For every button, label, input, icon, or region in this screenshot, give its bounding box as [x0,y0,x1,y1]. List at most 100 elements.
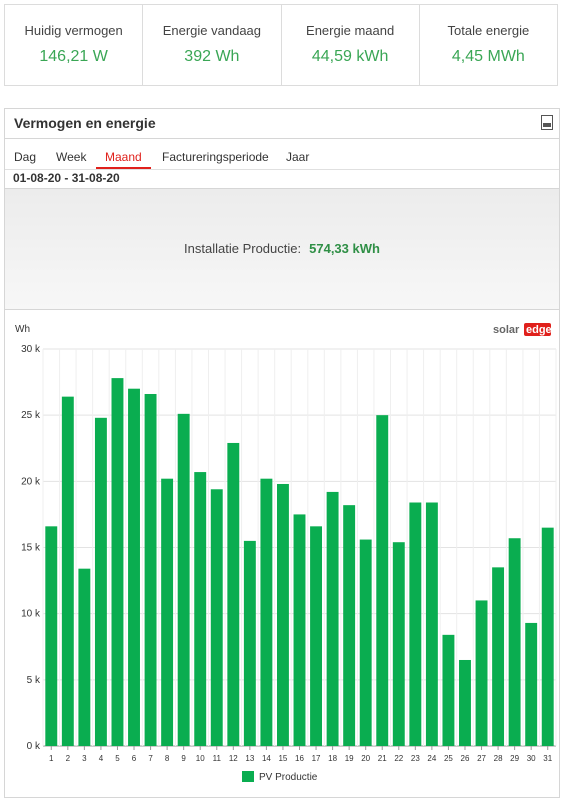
bar-day-3[interactable] [78,568,91,746]
x-tick-label: 6 [132,754,137,763]
bar-day-17[interactable] [310,526,323,746]
x-tick-label: 5 [115,754,120,763]
panel-title: Vermogen en energie [14,115,156,131]
kpi-total-energy: Totale energie 4,45 MWh [420,5,557,85]
bar-day-11[interactable] [210,489,223,746]
kpi-value: 4,45 MWh [451,48,525,65]
kpi-title: Huidig vermogen [24,23,123,38]
x-axis-ticks: 1 2 3 4 5 6 7 8 9 10 11 12 13 14 15 16 17 18 19 20 21 22 23 24 2… [49,746,553,763]
x-tick-label: 28 [494,754,503,763]
panel-header: Vermogen en energie [5,109,559,139]
bar-day-4[interactable] [94,417,107,746]
x-tick-label: 11 [213,754,222,763]
bar-day-22[interactable] [392,542,405,746]
x-tick-label: 14 [262,754,271,763]
x-tick-label: 17 [312,754,321,763]
bar-day-28[interactable] [492,567,505,746]
bar-day-13[interactable] [243,540,256,746]
chart-legend[interactable]: PV Productie [242,771,318,783]
bar-day-7[interactable] [144,393,157,746]
x-tick-label: 27 [477,754,486,763]
bar-day-18[interactable] [326,491,339,746]
y-tick-label: 20 k [21,476,41,487]
y-tick-label: 10 k [21,609,41,620]
x-tick-label: 16 [295,754,304,763]
legend-label: PV Productie [259,772,318,783]
y-axis-ticks: 0 k 5 k 10 k 15 k 20 k 25 k 30 k [21,344,41,752]
kpi-title: Energie vandaag [162,23,262,38]
x-tick-label: 12 [229,754,238,763]
bar-day-27[interactable] [475,600,488,746]
bar-day-14[interactable] [260,478,273,746]
active-tab-indicator [96,167,151,169]
y-tick-label: 25 k [21,410,41,421]
production-label: Installatie Productie: [184,241,302,256]
x-tick-label: 10 [196,754,205,763]
bar-day-9[interactable] [177,413,190,746]
bar-series [45,378,554,746]
bar-day-23[interactable] [409,502,422,746]
x-tick-label: 26 [461,754,470,763]
y-axis-label: Wh [15,324,30,335]
x-tick-label: 22 [394,754,403,763]
tab-year[interactable]: Jaar [286,150,310,164]
bar-day-6[interactable] [128,388,140,746]
export-csv-icon[interactable] [541,115,553,130]
bar-day-12[interactable] [227,442,240,746]
kpi-value: 44,59 kWh [311,48,389,65]
bar-day-26[interactable] [459,659,471,746]
x-tick-label: 3 [82,754,87,763]
x-tick-label: 1 [49,754,54,763]
bar-day-15[interactable] [276,483,289,746]
x-tick-label: 7 [148,754,153,763]
production-bar-chart: Wh solar edge 0 k5 k10 k15 k20 k25 k30 k… [15,323,557,783]
y-tick-label: 0 k [27,741,41,752]
tab-week[interactable]: Week [56,150,87,164]
installation-production: Installatie Productie: 574,33 kWh [5,189,559,310]
kpi-title: Totale energie [447,23,530,38]
bar-day-30[interactable] [525,622,538,746]
bar-day-8[interactable] [161,478,174,746]
x-tick-label: 30 [527,754,536,763]
bar-day-21[interactable] [376,415,389,746]
kpi-energy-month: Energie maand 44,59 kWh [282,5,420,85]
x-tick-label: 20 [361,754,370,763]
bar-day-20[interactable] [359,539,372,746]
solaredge-logo: solar edge [493,323,552,336]
kpi-value: 392 Wh [184,48,240,65]
x-tick-label: 15 [278,754,287,763]
bar-day-19[interactable] [343,505,356,746]
y-tick-label: 30 k [21,344,41,355]
date-range[interactable]: 01-08-20 - 31-08-20 [5,169,559,189]
bar-day-2[interactable] [61,396,74,746]
x-tick-label: 24 [427,754,436,763]
y-tick-label: 5 k [27,675,41,686]
x-tick-label: 23 [411,754,420,763]
kpi-row: Huidig vermogen 146,21 W Energie vandaag… [4,4,558,86]
legend-swatch [242,771,254,782]
tab-day[interactable]: Dag [14,150,37,164]
kpi-title: Energie maand [306,23,395,38]
x-tick-label: 21 [378,754,387,763]
bar-day-10[interactable] [194,472,207,746]
x-tick-label: 4 [99,754,104,763]
bar-day-16[interactable] [293,514,306,746]
bar-day-31[interactable] [541,527,554,746]
kpi-value: 146,21 W [39,48,108,65]
x-tick-label: 8 [165,754,170,763]
kpi-energy-today: Energie vandaag 392 Wh [143,5,282,85]
tab-billing-period[interactable]: Factureringsperiode [162,150,269,164]
x-tick-label: 9 [181,754,186,763]
bar-day-1[interactable] [45,526,58,746]
period-tabs: Dag Week Maand Factureringsperiode Jaar [5,139,559,169]
bar-day-5[interactable] [111,378,124,746]
x-tick-label: 19 [345,754,354,763]
kpi-current-power: Huidig vermogen 146,21 W [5,5,144,85]
logo-solar-text: solar [493,324,520,336]
x-tick-label: 25 [444,754,453,763]
bar-day-25[interactable] [442,634,455,746]
tab-month[interactable]: Maand [105,150,142,164]
bar-day-24[interactable] [425,502,438,746]
bar-day-29[interactable] [508,538,521,746]
